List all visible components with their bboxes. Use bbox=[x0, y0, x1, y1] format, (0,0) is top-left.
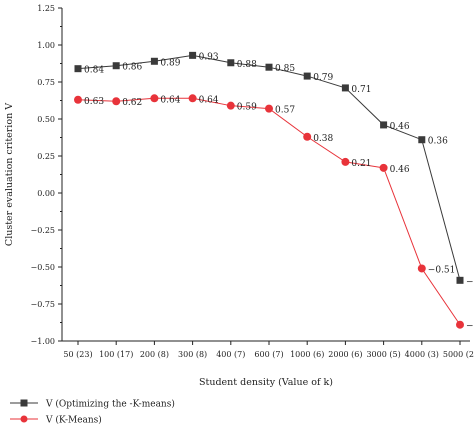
data-point-square bbox=[456, 276, 464, 284]
data-point-circle bbox=[112, 97, 121, 106]
tick-labels: −1.00 −0.75 −0.50 −0.25 0.00 0.25 0.50 0.75 1.00… bbox=[30, 4, 474, 359]
data-point-square bbox=[227, 59, 235, 67]
data-label: −0.51 bbox=[428, 265, 456, 275]
data-point-square bbox=[112, 62, 120, 70]
data-point-square bbox=[303, 72, 311, 80]
data-point-square bbox=[418, 136, 426, 144]
data-point-circle bbox=[74, 95, 82, 104]
legend: V (Optimizing the -K-means) V (K-Means) bbox=[10, 399, 175, 426]
data-label: 0.63 bbox=[84, 97, 104, 107]
data-label: 0.89 bbox=[160, 58, 180, 68]
legend-marker-circle bbox=[20, 415, 28, 423]
data-label: 0.38 bbox=[313, 134, 333, 144]
legend-label: V (Optimizing the -K-means) bbox=[45, 399, 175, 410]
y-tick-label: −0.50 bbox=[30, 263, 55, 272]
x-tick-label: 50 (23) bbox=[63, 350, 92, 359]
x-tick-label: 200 (8) bbox=[140, 350, 169, 359]
data-label: 0.46 bbox=[390, 122, 410, 132]
data-point-circle bbox=[150, 94, 159, 103]
y-tick-label: 1.00 bbox=[37, 41, 55, 50]
data-point-circle bbox=[341, 157, 350, 166]
data-point-circle bbox=[265, 104, 273, 113]
data-label: 0.62 bbox=[122, 98, 142, 108]
data-label: 0.21 bbox=[351, 159, 371, 169]
series-group bbox=[74, 51, 464, 329]
data-labels: 0.84 0.86 0.89 0.93 0.88 0.85 0.79 0.71 0.46 0.36… bbox=[84, 52, 474, 331]
data-point-square bbox=[150, 57, 158, 65]
data-label: 0.64 bbox=[199, 95, 219, 105]
data-point-circle bbox=[379, 163, 388, 172]
data-label: 0.59 bbox=[237, 103, 257, 113]
data-point-circle bbox=[456, 320, 464, 329]
data-point-square bbox=[380, 121, 388, 129]
axes bbox=[58, 7, 470, 345]
data-point-square bbox=[341, 84, 349, 92]
data-point-square bbox=[189, 51, 197, 59]
data-label: 0.88 bbox=[237, 60, 257, 70]
data-label: 0.57 bbox=[275, 106, 295, 116]
y-tick-label: 0.25 bbox=[37, 152, 55, 161]
x-tick-label: 4000 (3) bbox=[405, 350, 439, 359]
data-point-circle bbox=[417, 264, 426, 273]
y-tick-label: 0.50 bbox=[37, 115, 55, 124]
y-tick-label: 1.25 bbox=[37, 4, 55, 13]
x-tick-label: 3000 (5) bbox=[366, 350, 400, 359]
data-label: −0.59 bbox=[466, 277, 474, 287]
legend-label: V (K-Means) bbox=[45, 415, 102, 426]
data-label: 0.84 bbox=[84, 66, 104, 76]
x-tick-label: 5000 (2) bbox=[443, 350, 474, 359]
y-axis-title: Cluster evaluation criterion V bbox=[4, 103, 15, 246]
data-point-circle bbox=[226, 101, 235, 110]
x-axis-title: Student density (Value of k) bbox=[199, 377, 333, 388]
data-label: 0.71 bbox=[351, 85, 371, 95]
x-tick-label: 1000 (6) bbox=[290, 350, 324, 359]
x-tick-label: 100 (17) bbox=[99, 350, 133, 359]
data-label: 0.86 bbox=[122, 63, 142, 73]
data-label: 0.36 bbox=[428, 137, 448, 147]
y-tick-label: −1.00 bbox=[30, 337, 55, 346]
data-label: 0.46 bbox=[390, 165, 410, 175]
data-label: 0.64 bbox=[160, 95, 180, 105]
legend-marker-square bbox=[20, 399, 28, 407]
data-point-circle bbox=[303, 132, 312, 141]
y-tick-label: 0.00 bbox=[37, 189, 55, 198]
y-tick-label: −0.25 bbox=[30, 226, 55, 235]
x-tick-label: 600 (7) bbox=[254, 350, 283, 359]
x-tick-label: 2000 (6) bbox=[328, 350, 362, 359]
data-point-square bbox=[74, 65, 82, 73]
y-tick-label: −0.75 bbox=[30, 300, 55, 309]
data-point-circle bbox=[188, 94, 197, 103]
x-tick-label: 300 (8) bbox=[178, 350, 207, 359]
data-label: −0.89 bbox=[466, 322, 474, 332]
y-tick-label: 0.75 bbox=[37, 78, 55, 87]
data-label: 0.85 bbox=[275, 64, 295, 74]
data-label: 0.93 bbox=[199, 52, 219, 62]
data-point-square bbox=[265, 63, 273, 71]
x-tick-label: 400 (7) bbox=[216, 350, 245, 359]
data-label: 0.79 bbox=[313, 73, 333, 83]
